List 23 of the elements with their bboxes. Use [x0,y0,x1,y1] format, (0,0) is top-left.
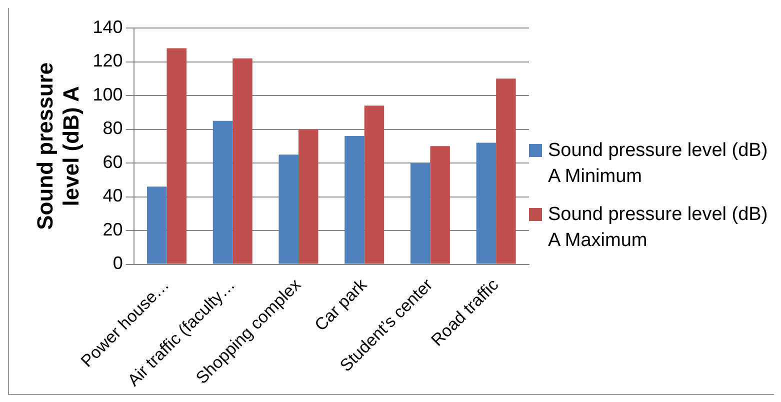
y-tick-label: 80 [102,118,123,138]
y-tick-label: 0 [112,253,123,274]
legend-label: Sound pressure level (dB) A Maximum [548,203,769,253]
bar [476,142,496,264]
bar [212,120,233,264]
bar [147,186,167,264]
bar [344,136,364,264]
y-tick-label: 40 [102,186,123,206]
y-tick-label: 140 [92,16,123,37]
bar [430,146,450,264]
legend-label: Sound pressure level (dB) A Minimum [548,139,769,189]
bar [166,48,187,264]
bar [298,129,318,264]
y-tick-label: 100 [92,84,123,104]
bar [278,154,298,264]
bar [410,163,430,264]
y-tick-label: 60 [102,152,123,172]
bar [364,106,384,264]
y-tick-label: 20 [102,219,123,240]
bar [496,78,516,264]
bar [232,58,252,264]
y-tick-label: 120 [92,50,123,71]
y-axis-title: Sound pressure level (dB) A [32,62,84,230]
